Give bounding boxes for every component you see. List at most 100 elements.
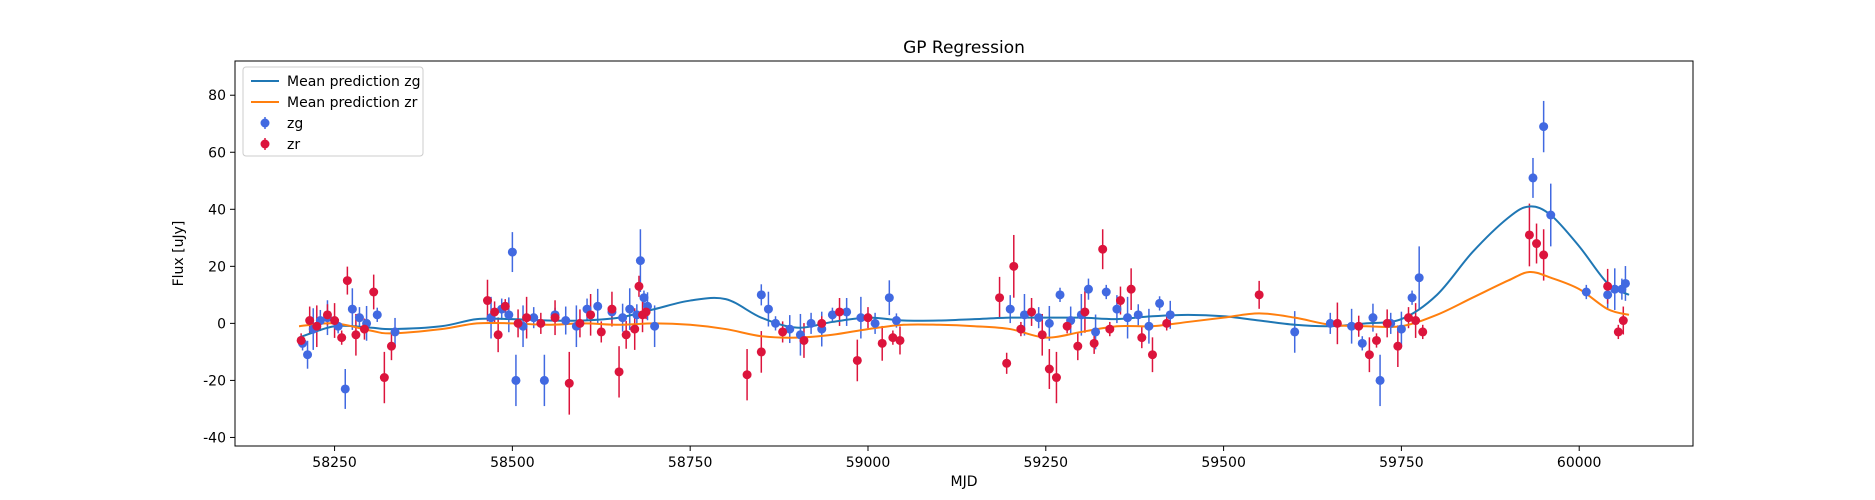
y-tick-label: 40 <box>208 202 226 218</box>
zr-point <box>380 373 389 382</box>
zg-point <box>1603 290 1612 299</box>
y-axis-label: Flux [uJy] <box>171 221 187 287</box>
zg-point <box>341 384 350 393</box>
zr-point <box>351 330 360 339</box>
zg-point <box>1368 313 1377 322</box>
zr-point <box>1525 230 1534 239</box>
zr-point <box>1411 316 1420 325</box>
zg-point <box>1056 290 1065 299</box>
zr-point <box>634 282 643 291</box>
zr-point <box>622 330 631 339</box>
zr-point <box>305 316 314 325</box>
zg-point <box>1123 313 1132 322</box>
zg-point <box>1582 288 1591 297</box>
x-tick-label: 60000 <box>1557 455 1602 471</box>
y-tick-label: 20 <box>208 259 226 275</box>
zr-point <box>835 307 844 316</box>
zr-point <box>1127 285 1136 294</box>
zg-point <box>1084 285 1093 294</box>
zr-point <box>514 319 523 328</box>
zg-point <box>618 313 627 322</box>
zr-point <box>607 305 616 314</box>
zr-point <box>297 336 306 345</box>
zg-point <box>625 305 634 314</box>
zg-point <box>1091 327 1100 336</box>
y-tick-label: -40 <box>203 430 226 446</box>
zg-point <box>1408 293 1417 302</box>
zr-point <box>863 313 872 322</box>
zr-point <box>1038 330 1047 339</box>
zr-point <box>330 316 339 325</box>
zr-point <box>522 313 531 322</box>
zg-point <box>561 316 570 325</box>
x-tick-label: 58250 <box>312 455 357 471</box>
zr-point <box>387 342 396 351</box>
legend-label: Mean prediction zg <box>287 74 421 90</box>
zg-point <box>508 248 517 257</box>
zr-point <box>630 325 639 334</box>
y-tick-label: -20 <box>203 373 226 389</box>
zg-point <box>1155 299 1164 308</box>
zg-point <box>1144 322 1153 331</box>
zg-point <box>1290 327 1299 336</box>
zr-point <box>817 319 826 328</box>
zr-point <box>1073 342 1082 351</box>
zr-point <box>1383 319 1392 328</box>
zg-point <box>1539 122 1548 131</box>
zg-point <box>1112 305 1121 314</box>
x-tick-label: 58500 <box>490 455 535 471</box>
zr-point <box>799 336 808 345</box>
zg-point <box>348 305 357 314</box>
legend-label: zr <box>287 137 300 153</box>
x-tick-label: 59500 <box>1201 455 1246 471</box>
zg-point <box>355 313 364 322</box>
zr-point <box>1539 250 1548 259</box>
zg-point <box>504 310 513 319</box>
zr-point <box>1333 319 1342 328</box>
zr-point <box>501 302 510 311</box>
zg-point <box>1045 319 1054 328</box>
zg-point <box>1621 279 1630 288</box>
zr-point <box>1105 325 1114 334</box>
legend-swatch <box>261 140 270 149</box>
zr-point <box>343 276 352 285</box>
zr-point <box>490 307 499 316</box>
legend: Mean prediction zgMean prediction zrzgzr <box>243 67 423 156</box>
zg-point <box>757 290 766 299</box>
zr-point <box>1372 336 1381 345</box>
zg-point <box>1358 339 1367 348</box>
zg-point <box>391 327 400 336</box>
zg-point <box>540 376 549 385</box>
zr-point <box>494 330 503 339</box>
legend-swatch <box>261 119 270 128</box>
chart-title: GP Regression <box>903 38 1025 58</box>
zg-point <box>1415 273 1424 282</box>
zr-point <box>1045 365 1054 374</box>
zg-point <box>807 319 816 328</box>
zg-point <box>1102 288 1111 297</box>
x-tick-label: 59000 <box>846 455 891 471</box>
zg-point <box>1397 325 1406 334</box>
zr-point <box>743 370 752 379</box>
x-tick-label: 59250 <box>1024 455 1069 471</box>
zr-point <box>1090 339 1099 348</box>
zg-point <box>1376 376 1385 385</box>
zr-point <box>323 310 332 319</box>
zr-point <box>1016 325 1025 334</box>
zr-point <box>895 336 904 345</box>
legend-label: Mean prediction zr <box>287 95 418 111</box>
zg-point <box>1006 305 1015 314</box>
zr-point <box>1614 327 1623 336</box>
zr-point <box>778 327 787 336</box>
zg-point <box>650 322 659 331</box>
zg-point <box>511 376 520 385</box>
zr-point <box>995 293 1004 302</box>
zr-point <box>1098 245 1107 254</box>
zr-point <box>597 327 606 336</box>
zr-point <box>1418 327 1427 336</box>
x-tick-label: 59750 <box>1379 455 1424 471</box>
zr-point <box>565 379 574 388</box>
zg-point <box>771 319 780 328</box>
zr-point <box>360 325 369 334</box>
